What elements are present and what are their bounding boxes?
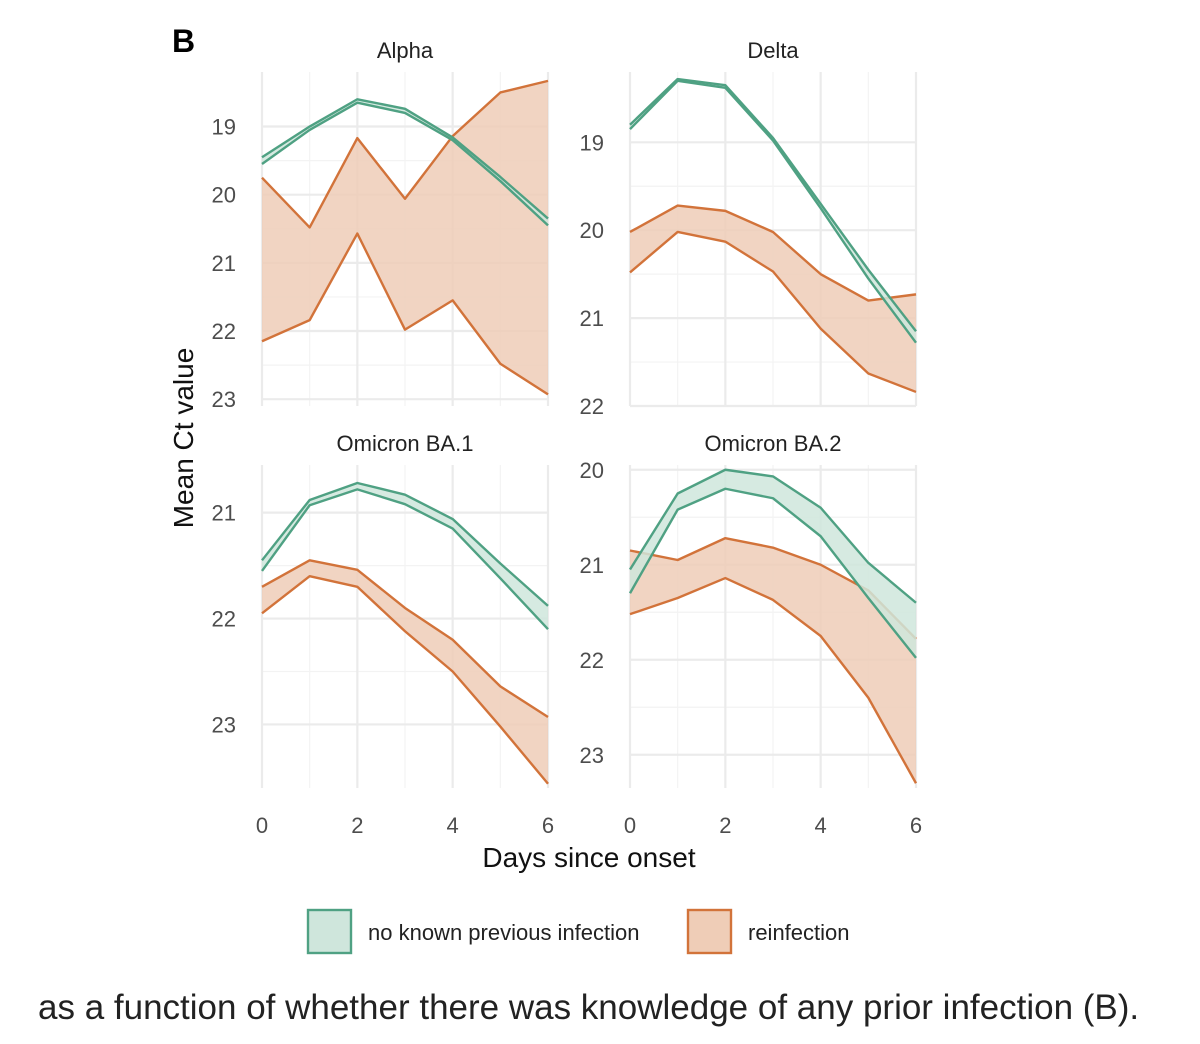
- y-tick-label: 20: [212, 183, 236, 208]
- legend-item-reinfection: reinfection: [686, 908, 850, 955]
- reinfection-ribbon-edge-lower: [261, 79, 549, 229]
- y-tick-label: 23: [212, 387, 236, 412]
- facet-omicron-ba-2: Omicron BA.2 20 21 22 23 0 2 4 6: [580, 431, 923, 838]
- legend-swatch: [686, 908, 733, 955]
- reinfection-ribbon-edge-upper: [629, 230, 917, 394]
- x-tick-label: 0: [256, 813, 268, 838]
- y-tick-label: 21: [580, 553, 604, 578]
- x-tick-label: 6: [542, 813, 554, 838]
- no_prev-ribbon-edge-upper: [261, 488, 549, 630]
- x-tick-label: 4: [447, 813, 459, 838]
- reinfection-ribbon-edge-upper: [261, 574, 549, 785]
- y-tick-label: 22: [212, 607, 236, 632]
- y-tick-label: 22: [212, 319, 236, 344]
- reinfection-ribbon-edge-upper: [261, 232, 549, 396]
- legend-swatch: [306, 908, 353, 955]
- no_prev-ribbon-edge-upper: [628, 487, 917, 659]
- no_prev-ribbon-edge-lower: [261, 481, 549, 607]
- y-tick-label: 21: [212, 501, 236, 526]
- no_prev-ribbon: [630, 469, 916, 658]
- facet-omicron-ba-1: Omicron BA.1 21 22 23 0 2 4 6: [212, 431, 555, 838]
- minor-gridlines: [630, 72, 916, 406]
- x-tick-label: 0: [624, 813, 636, 838]
- x-tick-label: 2: [719, 813, 731, 838]
- facet-delta: Delta 19 20 21 22: [580, 38, 918, 419]
- legend-item-no_prev: no known previous infection: [306, 908, 640, 955]
- y-tick-label: 23: [580, 743, 604, 768]
- y-tick-label: 22: [580, 394, 604, 419]
- reinfection-ribbon-edge-lower: [629, 204, 917, 302]
- y-axis-label: Mean Ct value: [168, 348, 199, 529]
- y-tick-label: 21: [580, 306, 604, 331]
- reinfection-ribbon-edge-lower: [261, 559, 549, 719]
- reinfection-ribbon-edge-upper: [629, 576, 918, 784]
- legend-label: no known previous infection: [368, 920, 640, 945]
- reinfection-ribbon: [262, 560, 548, 784]
- y-tick-label: 20: [580, 458, 604, 483]
- legend-label: reinfection: [748, 920, 850, 945]
- no_prev-ribbon-edge-lower: [628, 468, 917, 604]
- y-tick-label: 22: [580, 648, 604, 673]
- y-tick-label: 19: [212, 115, 236, 140]
- y-tick-label: 23: [212, 712, 236, 737]
- x-axis-label: Days since onset: [482, 842, 695, 873]
- y-tick-label: 21: [212, 251, 236, 276]
- reinfection-ribbon: [630, 538, 916, 784]
- x-tick-label: 6: [910, 813, 922, 838]
- x-tick-label: 4: [815, 813, 827, 838]
- facet-title: Alpha: [377, 38, 434, 63]
- chart-legend: no known previous infection reinfection: [306, 908, 850, 955]
- reinfection-ribbon: [630, 205, 916, 392]
- figure-caption: as a function of whether there was knowl…: [38, 988, 1140, 1027]
- facet-title: Omicron BA.2: [705, 431, 842, 456]
- no_prev-ribbon-edge-lower: [629, 77, 917, 333]
- facet-title: Omicron BA.1: [337, 431, 474, 456]
- y-tick-label: 19: [580, 130, 604, 155]
- no_prev-ribbon-edge-upper: [261, 101, 549, 227]
- no_prev-ribbon-edge-lower: [261, 98, 549, 220]
- x-tick-label: 2: [351, 813, 363, 838]
- facet-alpha: Alpha 19 20 21 22 23: [212, 38, 550, 412]
- y-tick-label: 20: [580, 218, 604, 243]
- minor-gridlines: [630, 465, 916, 788]
- panel-letter: B: [172, 23, 195, 59]
- no_prev-ribbon-edge-upper: [629, 79, 917, 344]
- facet-title: Delta: [747, 38, 799, 63]
